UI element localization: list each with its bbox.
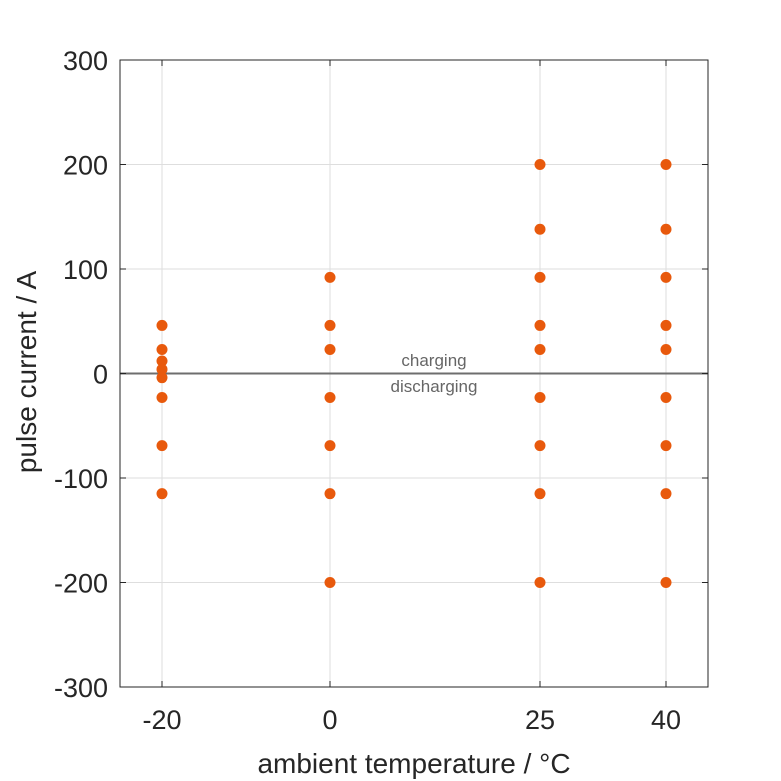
data-point xyxy=(660,159,672,170)
data-point xyxy=(534,488,546,500)
y-tick-labels: -300 -200 -100 0 100 200 300 xyxy=(54,46,108,703)
data-point xyxy=(156,392,168,404)
y-tick-label: 0 xyxy=(93,360,108,390)
x-axis-label: ambient temperature / °C xyxy=(257,748,570,779)
annotation-discharging: discharging xyxy=(391,377,478,396)
data-point xyxy=(156,355,168,367)
data-points xyxy=(156,159,672,588)
data-point xyxy=(660,223,672,235)
data-point xyxy=(156,488,168,500)
x-tick-label: -20 xyxy=(142,705,181,735)
data-point xyxy=(324,392,336,404)
data-point xyxy=(660,319,672,331)
data-point xyxy=(156,319,168,331)
y-tick-label: 100 xyxy=(63,255,108,285)
x-tick-label: 40 xyxy=(651,705,681,735)
data-point xyxy=(534,577,546,588)
data-point xyxy=(324,488,336,500)
data-point xyxy=(534,223,546,235)
tick-marks xyxy=(120,59,708,688)
y-tick-label: 200 xyxy=(63,151,108,181)
data-point xyxy=(534,392,546,404)
data-point xyxy=(324,577,336,588)
y-tick-label: -200 xyxy=(54,569,108,599)
y-tick-label: -300 xyxy=(54,673,108,703)
data-point xyxy=(534,343,546,355)
data-point xyxy=(324,319,336,331)
x-tick-label: 25 xyxy=(525,705,555,735)
annotation-charging: charging xyxy=(401,351,466,370)
data-point xyxy=(156,440,168,452)
data-point xyxy=(534,271,546,283)
data-point xyxy=(660,488,672,500)
data-point xyxy=(156,372,168,384)
data-point xyxy=(324,271,336,283)
data-point xyxy=(324,343,336,355)
x-tick-labels: -20 0 25 40 xyxy=(142,705,681,735)
data-point xyxy=(660,577,672,588)
y-tick-label: -100 xyxy=(54,464,108,494)
x-tick-label: 0 xyxy=(322,705,337,735)
data-point xyxy=(324,440,336,452)
y-axis-label: pulse current / A xyxy=(11,271,42,474)
data-point xyxy=(660,343,672,355)
y-tick-label: 300 xyxy=(63,46,108,76)
data-point xyxy=(660,271,672,283)
data-point xyxy=(156,343,168,355)
data-point xyxy=(156,363,168,375)
data-point xyxy=(534,159,546,170)
data-point xyxy=(660,440,672,452)
data-point xyxy=(534,440,546,452)
data-point xyxy=(660,392,672,404)
data-point xyxy=(534,319,546,331)
